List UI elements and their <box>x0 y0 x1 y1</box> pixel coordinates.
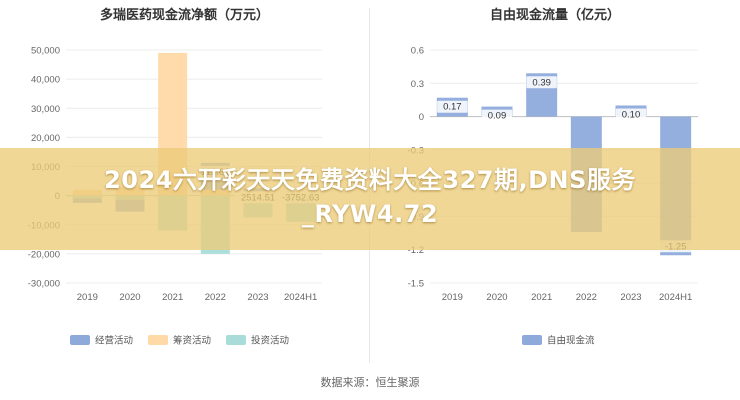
x-tick-label: 2020 <box>486 292 507 303</box>
x-tick-label: 2020 <box>119 292 140 303</box>
legend-swatch <box>226 335 246 345</box>
data-label: 0.10 <box>622 109 641 120</box>
y-tick-label: 30,000 <box>31 104 60 115</box>
data-label-bg <box>481 109 513 122</box>
legend-label: 自由现金流 <box>547 335 595 347</box>
legend-label: 投资活动 <box>251 335 289 347</box>
y-tick-label: 0 <box>419 112 424 123</box>
x-tick-label: 2023 <box>620 292 641 303</box>
y-tick-label: 20,000 <box>31 133 60 144</box>
legend-swatch <box>522 335 542 345</box>
overlay-banner <box>0 148 740 250</box>
y-tick-label: 0.3 <box>411 79 424 90</box>
y-tick-label: 50,000 <box>31 46 60 57</box>
x-tick-label: 2019 <box>442 292 463 303</box>
data-label: 0.09 <box>488 111 507 122</box>
y-tick-label: 0.6 <box>411 46 424 57</box>
y-tick-label: -1.5 <box>408 279 424 290</box>
x-tick-label: 2022 <box>205 292 226 303</box>
data-label: 0.17 <box>443 102 462 113</box>
x-tick-label: 2024H1 <box>659 292 692 303</box>
y-tick-label: 40,000 <box>31 75 60 86</box>
x-tick-label: 2021 <box>162 292 183 303</box>
x-tick-label: 2019 <box>77 292 98 303</box>
source-text: 数据来源：恒生聚源 <box>320 377 420 389</box>
x-tick-label: 2021 <box>531 292 552 303</box>
legend-swatch <box>148 335 168 345</box>
left-chart-title: 多瑞医药现金流净额（万元） <box>99 7 269 22</box>
data-label-bg <box>615 108 647 121</box>
x-tick-label: 2023 <box>247 292 268 303</box>
data-label-bg <box>437 100 468 113</box>
y-tick-label: -1.2 <box>408 245 424 256</box>
x-tick-label: 2024H1 <box>284 292 317 303</box>
y-tick-label: -30,000 <box>28 279 60 290</box>
x-tick-label: 2022 <box>576 292 597 303</box>
data-label-bg <box>526 76 557 89</box>
y-tick-label: -20,000 <box>28 249 60 260</box>
data-label: 0.39 <box>532 77 551 88</box>
legend-swatch <box>70 335 90 345</box>
right-chart-title: 自由现金流量（亿元） <box>489 7 620 22</box>
legend-label: 经营活动 <box>95 335 133 347</box>
overlay-banner-text: 2024六开彩天天免费资料大全327期,DNS服务_RYW4.72 <box>104 166 636 228</box>
legend-label: 筹资活动 <box>173 335 211 347</box>
